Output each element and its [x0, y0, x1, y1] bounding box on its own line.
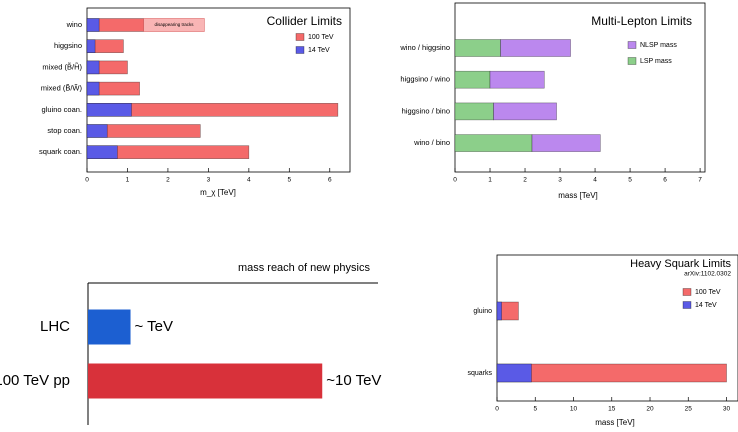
bar [454, 102, 494, 121]
bar [493, 102, 557, 121]
legend-swatch [627, 57, 637, 65]
category-label: LHC [40, 318, 70, 335]
category-label: wino / bino [413, 138, 450, 147]
category-label: squarks [467, 370, 492, 377]
x-axis-label: mass [TeV] [558, 191, 598, 200]
legend-label: 14 TeV [308, 47, 330, 54]
legend-swatch [627, 41, 637, 49]
category-label: stop coan. [47, 126, 82, 135]
category-label: squark coan. [39, 147, 82, 156]
legend-swatch [295, 33, 305, 41]
chart-title: mass reach of new physics [238, 262, 371, 274]
x-tick-label: 5 [628, 177, 632, 184]
bar [500, 39, 571, 57]
x-tick-label: 20 [646, 406, 654, 413]
x-tick-label: 10 [570, 406, 578, 413]
legend-label: NLSP mass [640, 42, 677, 49]
category-label: higgsino / wino [400, 75, 450, 84]
category-label: gluino [473, 308, 492, 315]
x-tick-label: 7 [698, 177, 702, 184]
x-tick-label: 4 [247, 177, 251, 184]
bar [496, 363, 532, 383]
x-tick-label: 5 [287, 177, 291, 184]
bar [86, 60, 100, 75]
value-label: ~ TeV [135, 318, 174, 335]
x-tick-label: 0 [453, 177, 457, 184]
bar [86, 81, 100, 96]
category-label: mixed (B̃/W̃) [41, 84, 83, 93]
x-tick-label: 25 [685, 406, 693, 413]
legend-label: 100 TeV [695, 289, 721, 296]
legend-swatch [682, 288, 692, 296]
bar [88, 363, 323, 399]
legend-label: LSP mass [640, 58, 672, 65]
x-tick-label: 0 [495, 406, 499, 413]
bar [86, 39, 96, 54]
bar [489, 70, 545, 89]
x-axis-label: m_χ [TeV] [200, 188, 236, 197]
x-tick-label: 5 [533, 406, 537, 413]
category-label: wino [66, 20, 82, 29]
category-label: mixed (B̃/H̃) [42, 62, 82, 71]
annotation-text: disappearing tracks [154, 22, 194, 27]
x-tick-label: 1 [126, 177, 130, 184]
category-label: higgsino [54, 41, 82, 50]
legend-swatch [682, 301, 692, 309]
x-tick-label: 0 [85, 177, 89, 184]
chart-title: Heavy Squark Limits [630, 258, 731, 270]
chart-subtitle: arXiv:1102.0302 [684, 271, 731, 278]
x-tick-label: 30 [723, 406, 731, 413]
bar [531, 134, 601, 152]
bar [86, 124, 108, 138]
x-tick-label: 3 [207, 177, 211, 184]
category-label: wino / higgsino [399, 43, 450, 52]
legend-swatch [295, 46, 305, 54]
legend-label: 100 TeV [308, 34, 334, 41]
bar [86, 103, 132, 117]
x-tick-label: 2 [166, 177, 170, 184]
x-tick-label: 6 [328, 177, 332, 184]
chart-title: Multi-Lepton Limits [591, 14, 692, 28]
chart-title: Collider Limits [267, 14, 342, 28]
bar [86, 18, 100, 32]
x-tick-label: 6 [663, 177, 667, 184]
x-tick-label: 3 [558, 177, 562, 184]
annotation-box [143, 18, 205, 32]
bar [496, 301, 502, 321]
value-label: ~10 TeV [326, 372, 381, 389]
bar [454, 70, 491, 89]
bar [454, 39, 501, 57]
legend-label: 14 TeV [695, 302, 717, 309]
x-tick-label: 2 [523, 177, 527, 184]
x-axis-label: mass [TeV] [595, 418, 635, 427]
x-tick-label: 15 [608, 406, 616, 413]
plot-frame [496, 254, 738, 402]
bar [86, 145, 118, 159]
category-label: 100 TeV pp [0, 372, 70, 389]
x-tick-label: 4 [593, 177, 597, 184]
x-tick-label: 1 [488, 177, 492, 184]
category-label: higgsino / bino [402, 106, 450, 115]
bar [88, 309, 131, 345]
category-label: gluino coan. [42, 105, 82, 114]
bar [454, 134, 533, 152]
